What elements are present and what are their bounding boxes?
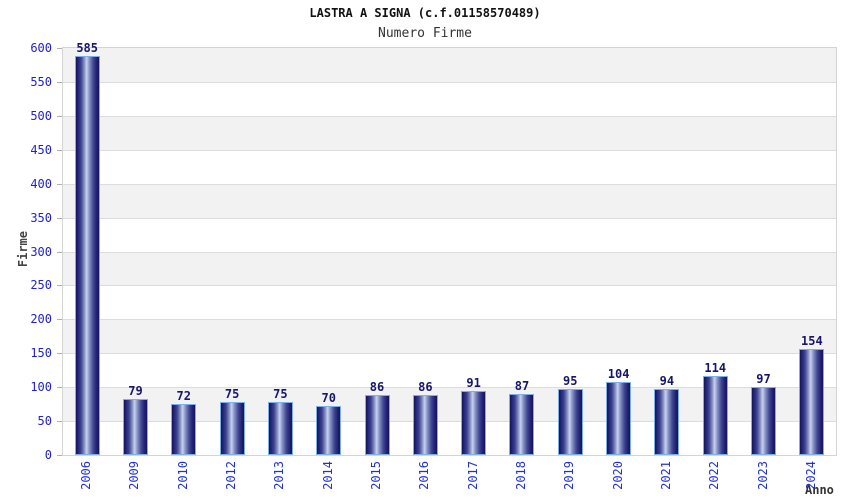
bar-value-label: 70 (321, 390, 336, 405)
y-axis-tick (57, 149, 62, 151)
bar (412, 394, 438, 455)
x-axis-tick-label: 2021 (658, 461, 673, 490)
gridline (63, 115, 836, 117)
bar (122, 399, 148, 455)
bar (461, 391, 487, 455)
x-axis-tick-label: 2014 (320, 461, 335, 490)
bar (509, 394, 535, 455)
gridline (63, 387, 836, 389)
bar-value-label: 86 (418, 379, 433, 394)
bar (74, 56, 100, 455)
y-axis-tick-label: 550 (30, 74, 52, 89)
y-axis-tick-label: 0 (44, 448, 52, 462)
bar-value-label: 91 (466, 376, 481, 391)
x-axis-tick-label: 2006 (79, 461, 94, 490)
plot-area (62, 47, 837, 456)
plot-band (63, 81, 836, 116)
x-axis-tick-label: 2018 (513, 461, 528, 490)
gridline (63, 183, 836, 185)
gridline (63, 251, 836, 253)
plot-band (63, 149, 836, 184)
y-axis-tick (57, 81, 62, 83)
x-axis-tick-label: 2023 (755, 461, 770, 490)
gridline (63, 319, 836, 321)
plot-band (63, 183, 836, 218)
y-axis-tick (57, 421, 62, 423)
y-axis-tick (57, 387, 62, 389)
x-axis-tick-label: 2022 (707, 461, 722, 490)
chart-subtitle: Numero Firme (378, 26, 472, 41)
y-axis-tick-label: 500 (30, 108, 52, 123)
gridline (63, 217, 836, 219)
y-axis-tick-label: 100 (30, 380, 52, 395)
bar-value-label: 86 (369, 379, 385, 394)
y-axis-tick (57, 319, 62, 321)
bar (171, 404, 197, 455)
y-axis-tick-label: 400 (30, 176, 52, 191)
gridline (63, 285, 836, 287)
plot-band (63, 48, 836, 82)
bar (654, 389, 680, 455)
bar-value-label: 75 (224, 387, 240, 402)
bar (364, 394, 390, 455)
y-axis-tick (57, 353, 62, 355)
y-axis-tick (57, 455, 62, 456)
x-axis-tick-label: 2009 (127, 461, 142, 490)
x-axis-tick-label: 2019 (562, 461, 577, 490)
chart-title: LASTRA A SIGNA (c.f.01158570489) (309, 6, 541, 20)
plot-band (63, 217, 836, 252)
y-axis-tick (57, 48, 62, 49)
bar-value-label: 72 (176, 389, 191, 404)
x-axis-tick-label: 2017 (465, 461, 480, 490)
bar (316, 405, 342, 455)
bar-value-label: 585 (76, 41, 98, 56)
x-axis-tick-label: 2013 (272, 461, 287, 490)
x-axis-title: Anno (805, 483, 834, 497)
y-axis-tick (57, 183, 62, 185)
y-axis-tick-label: 450 (30, 142, 52, 157)
y-axis-tick (57, 285, 62, 287)
bar-value-label: 75 (273, 387, 288, 402)
plot-band (63, 251, 836, 286)
x-axis-tick-label: 2020 (610, 461, 625, 490)
plot-band (63, 285, 836, 320)
plot-band (63, 115, 836, 150)
plot-band (63, 319, 836, 354)
y-axis-tick-label: 50 (37, 414, 52, 429)
bar-value-label: 154 (801, 333, 823, 348)
bar-value-label: 79 (128, 384, 143, 399)
y-axis-tick (57, 217, 62, 219)
bar-value-label: 94 (659, 374, 675, 389)
x-axis-tick-label: 2015 (369, 461, 384, 490)
y-axis-tick-label: 350 (30, 210, 52, 225)
bar (799, 348, 825, 455)
gridline (63, 149, 836, 151)
x-axis-tick-label: 2012 (224, 461, 239, 490)
bar (557, 388, 583, 455)
bar (267, 402, 293, 455)
bar-value-label: 87 (514, 378, 530, 393)
y-axis-title: Firme (16, 231, 30, 268)
bar-value-label: 104 (607, 367, 630, 382)
y-axis-tick-label: 250 (30, 278, 52, 293)
x-axis-tick-label: 2016 (417, 461, 432, 490)
y-axis-tick-label: 600 (30, 41, 52, 55)
gridline (63, 353, 836, 355)
x-axis-tick-label: 2010 (175, 461, 190, 490)
y-axis-tick (57, 251, 62, 253)
gridline (63, 81, 836, 83)
gridline (63, 421, 836, 423)
bar (702, 375, 728, 455)
y-axis-tick-label: 150 (30, 346, 52, 361)
y-axis-tick (57, 115, 62, 117)
y-axis-tick-label: 300 (30, 244, 52, 259)
bar (751, 387, 777, 455)
bar-value-label: 95 (563, 373, 578, 388)
y-axis-tick-label: 200 (30, 312, 52, 327)
bar (219, 402, 245, 455)
bar (606, 382, 632, 455)
bar-value-label: 97 (756, 372, 771, 387)
bar-value-label: 114 (704, 360, 727, 375)
